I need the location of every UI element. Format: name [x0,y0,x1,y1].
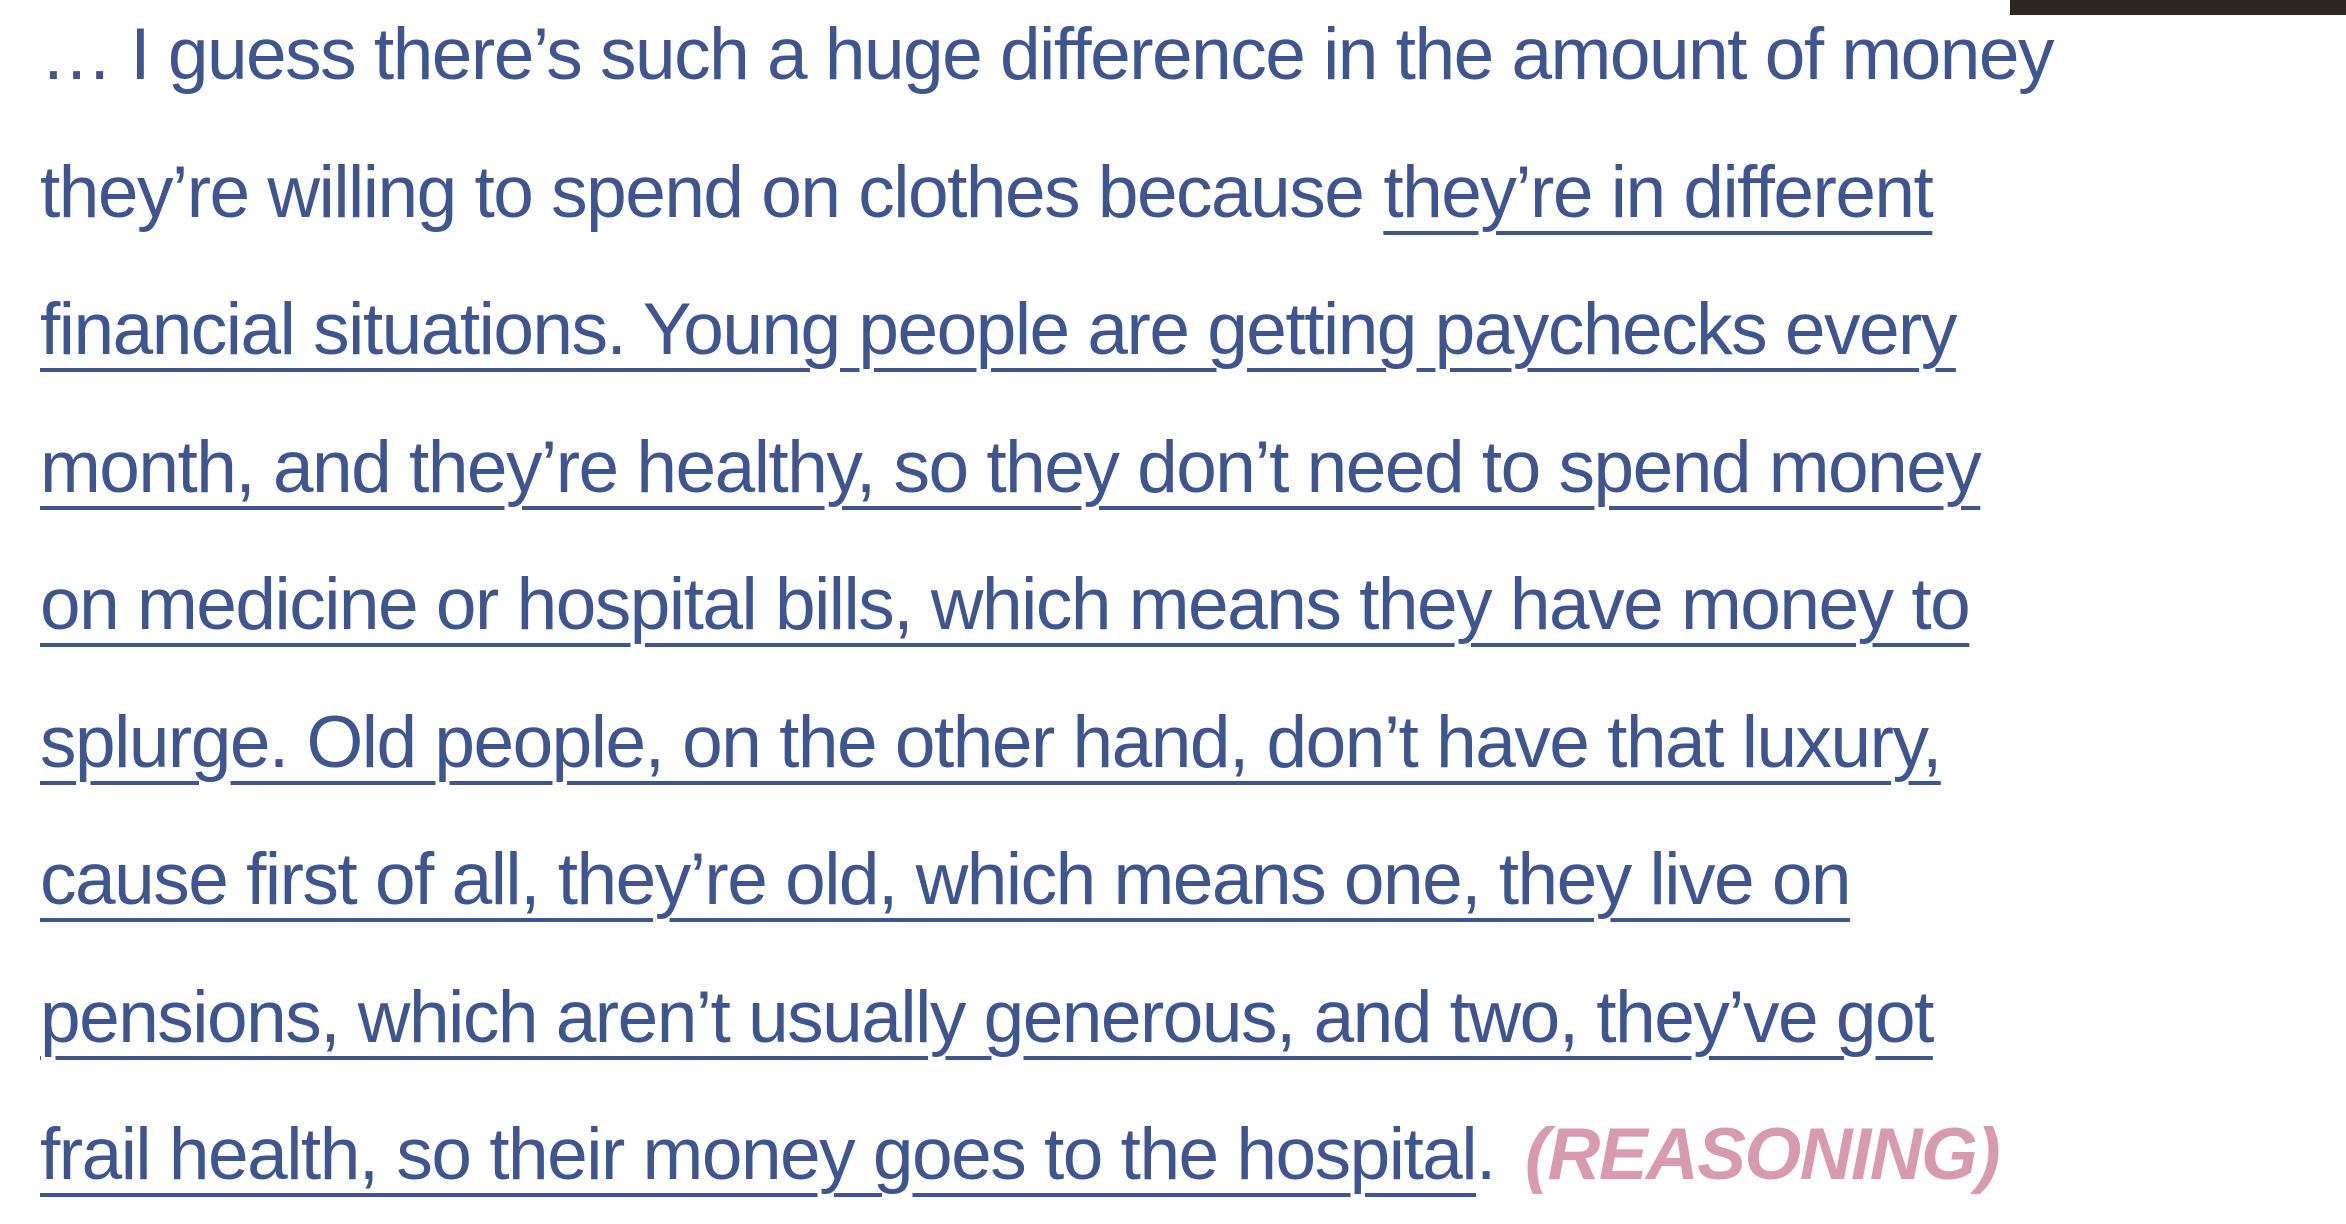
text-segment: … I guess there’s such a huge difference… [40,14,2054,95]
text-line: … I guess there’s such a huge difference… [40,0,2340,124]
underlined-text: splurge. Old people, on the other hand, … [40,701,1942,783]
video-thumbnail [2010,0,2346,15]
text-segment: . [1476,1114,1496,1195]
reasoning-label: (REASONING) [1524,1114,2001,1195]
text-line: month, and they’re healthy, so they don’… [40,399,2340,537]
underlined-text: financial situations. Young people are g… [40,289,1957,370]
text-segment: they’re willing to spend on clothes beca… [40,151,1365,233]
quote-paragraph: … I guess there’s such a huge difference… [40,0,2340,1224]
underlined-text: they’re in different [1383,151,1933,233]
text-line: cause first of all, they’re old, which m… [40,811,2340,949]
text-line: financial situations. Young people are g… [40,261,2340,399]
underlined-text: frail health, so their money goes to the… [40,1114,1478,1195]
text-line: splurge. Old people, on the other hand, … [40,674,2340,812]
text-line: frail health, so their money goes to the… [40,1086,2340,1224]
underlined-text: cause first of all, they’re old, which m… [40,839,1852,920]
text-line: pensions, which aren’t usually generous,… [40,949,2340,1087]
underlined-text: month, and they’re healthy, so they don’… [40,426,1982,508]
text-line: on medicine or hospital bills, which mea… [40,536,2340,674]
underlined-text: pensions, which aren’t usually generous,… [40,976,1934,1058]
underlined-text: on medicine or hospital bills, which mea… [40,564,1971,645]
text-line: they’re willing to spend on clothes beca… [40,124,2340,262]
